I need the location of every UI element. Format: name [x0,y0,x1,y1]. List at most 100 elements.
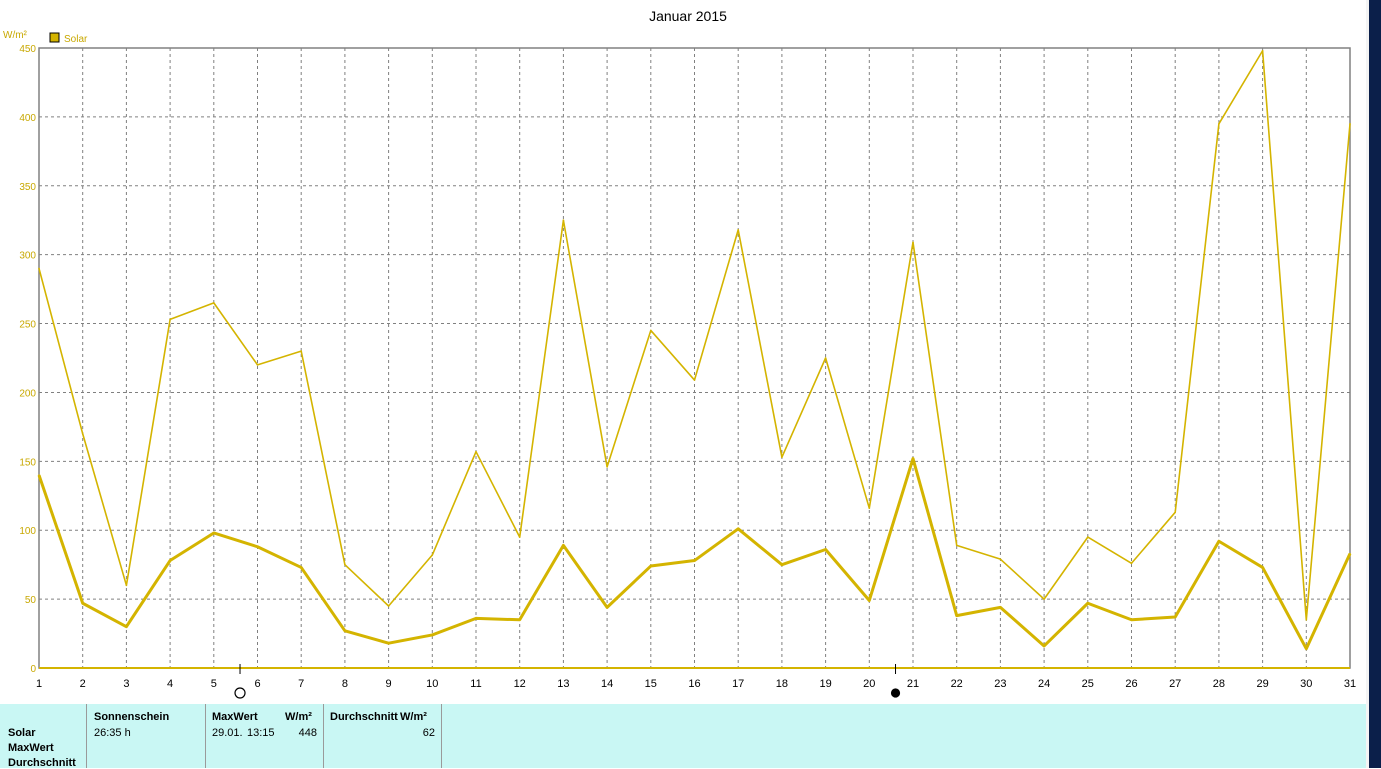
data-point-max-9 [387,605,390,607]
data-point-average-22 [955,614,958,617]
data-point-average-13 [562,544,565,547]
legend-swatch-solar [49,32,60,43]
data-point-max-26 [1130,562,1133,565]
data-point-max-8 [344,563,346,566]
x-tick-label-30: 30 [1300,678,1312,690]
x-tick-label-10: 10 [426,678,438,690]
data-point-average-14 [606,606,608,609]
x-tick-label-12: 12 [514,678,526,690]
y-axis: 0 50 100 150 200 250 300 350 400 450 [19,44,36,675]
data-point-max-15 [650,329,652,332]
data-point-average-24 [1043,645,1045,647]
data-point-average-20 [868,599,871,602]
data-point-average-18 [781,563,783,566]
chart: Januar 2015 W/m² Solar 0 50 100 150 200 250 30… [3,8,1356,699]
average-unit: W/m² [400,711,427,723]
series [37,49,1352,669]
data-point-average-10 [431,634,434,636]
x-tick-label-7: 7 [298,678,304,690]
data-point-max-12 [518,536,521,538]
data-point-max-17 [737,229,739,231]
data-point-max-7 [300,350,303,352]
y-tick-label-450: 450 [19,44,36,55]
y-tick-label-350: 350 [19,182,36,193]
x-tick-label-1: 1 [36,678,42,690]
data-point-max-22 [955,544,958,547]
y-tick-label-0: 0 [30,664,36,675]
row-label-solar: Solar [8,727,36,739]
data-point-average-1 [38,474,40,476]
x-tick-label-24: 24 [1038,678,1050,690]
max-header: MaxWert [212,711,258,723]
data-point-max-11 [475,450,477,453]
x-tick-label-14: 14 [601,678,613,690]
data-point-max-30 [1305,618,1308,621]
data-point-max-18 [781,456,783,459]
x-tick-label-15: 15 [645,678,657,690]
x-tick-label-16: 16 [688,678,700,690]
chart-title: Januar 2015 [649,8,727,24]
summary-table: Solar MaxWert Durchschnitt Sonnenschein … [0,704,1366,769]
y-tick-label-100: 100 [19,526,36,537]
y-tick-label-50: 50 [25,595,37,606]
y-tick-label-400: 400 [19,113,36,124]
y-tick-label-250: 250 [19,320,36,331]
y-tick-label-200: 200 [19,388,36,399]
x-tick-label-5: 5 [211,678,217,690]
data-point-max-29 [1261,49,1264,52]
sunshine-value: 26:35 h [94,727,131,739]
data-point-average-26 [1130,618,1133,621]
new-moon-icon [890,688,901,698]
summary-sunshine-column: Sonnenschein 26:35 h [87,704,206,768]
row-label-maxwert: MaxWert [8,742,54,754]
x-tick-label-20: 20 [863,678,875,690]
x-tick-label-6: 6 [254,678,260,690]
x-tick-label-27: 27 [1169,678,1181,690]
data-point-average-11 [475,617,477,620]
data-point-average-21 [912,457,914,460]
data-point-max-3 [125,584,128,587]
data-point-max-10 [431,554,434,556]
x-tick-label-18: 18 [776,678,788,690]
data-point-average-6 [256,545,259,548]
data-point-max-6 [256,364,259,366]
y-axis-unit-label: W/m² [3,30,28,41]
data-point-max-20 [868,507,871,509]
y-tick-label-150: 150 [19,457,36,468]
data-point-max-25 [1087,536,1089,538]
row-label-durchschnitt: Durchschnitt [8,757,76,769]
summary-row-labels-column: Solar MaxWert Durchschnitt [0,704,87,769]
data-point-average-3 [125,625,128,628]
data-point-average-31 [1349,552,1351,555]
legend: Solar [49,32,88,45]
x-tick-label-26: 26 [1125,678,1137,690]
data-point-average-30 [1305,647,1308,650]
data-point-max-24 [1043,598,1045,600]
x-tick-label-2: 2 [80,678,86,690]
data-point-average-2 [81,602,84,605]
x-tick-label-8: 8 [342,678,348,690]
max-value: 448 [298,727,317,739]
summary-max-column: MaxWert W/m² 29.01. 13:15 448 [206,704,324,768]
full-moon-icon [234,687,246,699]
data-point-max-2 [81,432,84,435]
x-tick-label-13: 13 [557,678,569,690]
x-tick-label-23: 23 [994,678,1006,690]
x-tick-label-17: 17 [732,678,744,690]
data-point-max-19 [824,357,827,359]
max-time: 13:15 [247,727,275,739]
data-point-max-23 [999,558,1002,560]
max-date: 29.01. [212,727,243,739]
data-point-max-21 [912,241,914,244]
data-point-average-16 [693,559,696,562]
grid [39,48,1350,668]
data-point-average-9 [387,642,390,644]
data-point-max-1 [38,267,40,270]
x-axis: 1 2 3 4 5 6 7 8 9 10 11 12 13 14 15 16 17 18 19 20 21 22 23 24 2… [36,678,1356,690]
x-tick-label-31: 31 [1344,678,1356,690]
average-header: Durchschnitt [330,711,398,723]
data-point-average-25 [1087,602,1089,605]
sunshine-header: Sonnenschein [94,711,170,723]
max-unit: W/m² [285,711,312,723]
moon-phase-markers [234,664,901,699]
